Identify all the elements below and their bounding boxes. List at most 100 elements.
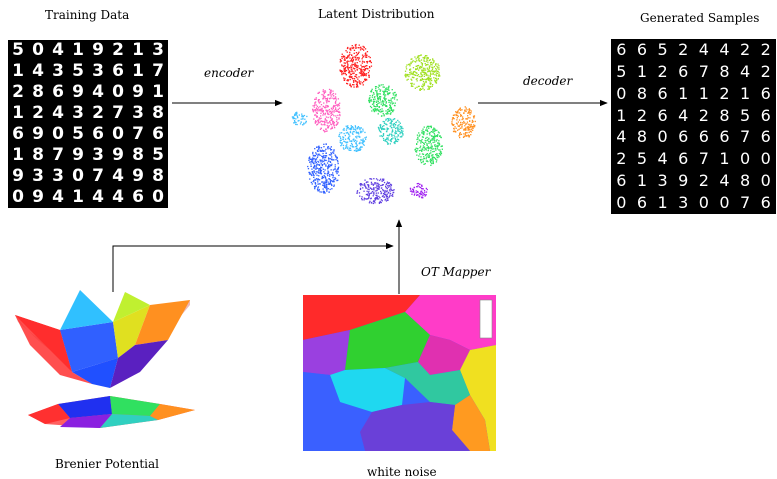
digit-cell: 0 <box>616 83 627 103</box>
digit-cell: 2 <box>636 105 648 125</box>
digit-cell: 1 <box>678 83 689 103</box>
digit-cell: 1 <box>132 40 144 60</box>
digit-cell: 6 <box>678 61 689 81</box>
digit-cell: 4 <box>719 39 730 59</box>
digit-cell: 8 <box>152 166 164 186</box>
digit-cell: 7 <box>112 103 124 123</box>
digit-cell: 5 <box>72 124 84 144</box>
digit-cell: 7 <box>739 127 751 147</box>
digit-cell: 5 <box>72 61 84 81</box>
digit-cell: 0 <box>719 193 730 213</box>
digit-cell: 6 <box>112 61 124 81</box>
generated-samples-title: Generated Samples <box>640 11 760 25</box>
digit-cell: 7 <box>152 61 164 81</box>
digit-cell: 1 <box>12 103 24 123</box>
digit-cell: 7 <box>52 145 64 165</box>
digit-cell: 6 <box>92 124 104 144</box>
digit-cell: 0 <box>72 166 84 186</box>
digit-cell: 9 <box>72 82 84 102</box>
digit-cell: 9 <box>678 171 689 191</box>
digit-cell: 5 <box>739 105 751 125</box>
digit-cell: 5 <box>636 149 648 169</box>
digit-cell: 4 <box>52 40 64 60</box>
digit-cell: 9 <box>132 82 144 102</box>
digit-cell: 6 <box>52 82 64 102</box>
white-noise-caption: white noise <box>367 465 437 479</box>
digit-cell: 6 <box>678 127 689 147</box>
digit-cell: 4 <box>678 105 689 125</box>
digit-cell: 4 <box>616 127 627 147</box>
digit-cell: 3 <box>657 171 668 191</box>
digit-cell: 2 <box>112 40 124 60</box>
digit-cell: 5 <box>616 61 627 81</box>
digit-cell: 9 <box>132 166 144 186</box>
digit-cell: 1 <box>72 187 84 207</box>
brenier-potential-image <box>15 290 195 428</box>
digit-cell: 1 <box>719 149 730 169</box>
digit-cell: 6 <box>657 105 668 125</box>
digit-cell: 8 <box>636 83 648 103</box>
digit-cell: 6 <box>636 39 648 59</box>
digit-cell: 6 <box>760 193 771 213</box>
digit-cell: 6 <box>760 105 771 125</box>
digit-cell: 8 <box>719 105 730 125</box>
digit-cell: 6 <box>152 124 164 144</box>
digit-cell: 6 <box>657 83 668 103</box>
digit-cell: 7 <box>739 193 751 213</box>
digit-cell: 5 <box>152 145 164 165</box>
digit-cell: 3 <box>678 193 689 213</box>
digit-cell: 4 <box>52 103 64 123</box>
digit-cell: 1 <box>739 83 751 103</box>
digit-cell: 4 <box>92 82 104 102</box>
digit-cell: 4 <box>112 187 124 207</box>
digit-cell: 2 <box>92 103 104 123</box>
digit-cell: 6 <box>616 39 627 59</box>
digit-cell: 2 <box>739 39 751 59</box>
digit-cell: 8 <box>636 127 648 147</box>
digit-cell: 8 <box>132 145 144 165</box>
digit-cell: 4 <box>92 187 104 207</box>
digit-cell: 8 <box>739 171 751 191</box>
digit-cell: 3 <box>72 103 84 123</box>
digit-cell: 9 <box>112 145 124 165</box>
digit-cell: 3 <box>132 103 144 123</box>
digit-cell: 3 <box>92 145 104 165</box>
digit-cell: 7 <box>698 61 709 81</box>
digit-cell: 5 <box>657 39 668 59</box>
digit-cell: 2 <box>32 103 44 123</box>
digit-cell: 2 <box>698 171 709 191</box>
digit-cell: 9 <box>32 187 44 207</box>
latent-distribution-title: Latent Distribution <box>318 7 435 21</box>
digit-cell: 3 <box>152 40 164 60</box>
brenier-to-mapper-arrow <box>112 242 394 292</box>
digit-cell: 6 <box>132 187 144 207</box>
digit-cell: 1 <box>12 145 24 165</box>
digit-cell: 5 <box>12 40 24 60</box>
digit-cell: 6 <box>760 83 771 103</box>
digit-cell: 0 <box>32 40 44 60</box>
digit-cell: 7 <box>92 166 104 186</box>
digit-cell: 6 <box>616 171 627 191</box>
digit-cell: 8 <box>32 82 44 102</box>
digit-cell: 4 <box>32 61 44 81</box>
digit-cell: 0 <box>616 193 627 213</box>
digit-cell: 1 <box>698 83 709 103</box>
encoder-label: encoder <box>204 66 254 80</box>
digit-cell: 1 <box>657 193 668 213</box>
digit-cell: 1 <box>132 61 144 81</box>
digit-cell: 0 <box>760 171 771 191</box>
digit-cell: 8 <box>152 103 164 123</box>
digit-cell: 2 <box>719 83 730 103</box>
training-data-title: Training Data <box>45 8 130 22</box>
decoder-label: decoder <box>523 74 573 88</box>
digit-cell: 4 <box>739 61 751 81</box>
digit-cell: 1 <box>616 105 627 125</box>
digit-cell: 3 <box>52 61 64 81</box>
brenier-potential-caption: Brenier Potential <box>55 457 159 471</box>
digit-cell: 0 <box>152 187 164 207</box>
digit-cell: 1 <box>12 61 24 81</box>
digit-cell: 2 <box>616 149 627 169</box>
